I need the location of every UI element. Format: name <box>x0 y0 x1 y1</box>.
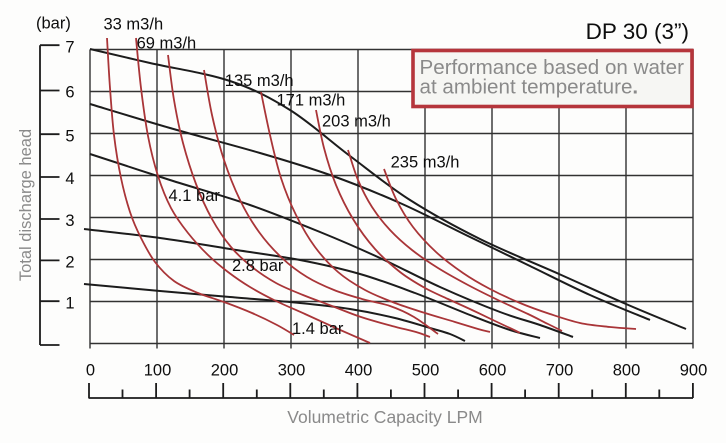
svg-text:2: 2 <box>65 254 74 272</box>
svg-text:DP 30 (3”): DP 30 (3”) <box>586 19 689 44</box>
svg-text:2.8 bar: 2.8 bar <box>232 257 284 275</box>
svg-text:203 m3/h: 203 m3/h <box>322 113 391 131</box>
svg-text:135 m3/h: 135 m3/h <box>225 72 294 90</box>
svg-text:Total discharge head: Total discharge head <box>17 129 35 281</box>
svg-text:235 m3/h: 235 m3/h <box>391 154 460 172</box>
svg-text:900: 900 <box>680 362 708 380</box>
svg-text:0: 0 <box>86 362 95 380</box>
svg-text:800: 800 <box>613 362 641 380</box>
svg-text:5: 5 <box>65 127 74 145</box>
svg-text:4: 4 <box>65 170 74 188</box>
svg-text:33 m3/h: 33 m3/h <box>104 16 164 34</box>
svg-text:at ambient temperature.: at ambient temperature. <box>420 76 639 99</box>
svg-text:171 m3/h: 171 m3/h <box>277 92 346 110</box>
svg-text:Volumetric Capacity LPM: Volumetric Capacity LPM <box>287 407 483 427</box>
svg-text:700: 700 <box>546 362 574 380</box>
svg-text:300: 300 <box>278 362 306 380</box>
svg-text:100: 100 <box>144 362 172 380</box>
svg-text:4.1 bar: 4.1 bar <box>169 187 221 205</box>
svg-text:7: 7 <box>65 38 74 56</box>
svg-text:600: 600 <box>479 362 507 380</box>
svg-text:3: 3 <box>65 212 74 230</box>
svg-text:500: 500 <box>412 362 440 380</box>
svg-text:6: 6 <box>65 84 74 102</box>
svg-text:Performance based on water: Performance based on water <box>420 56 685 79</box>
svg-text:200: 200 <box>211 362 239 380</box>
svg-text:400: 400 <box>345 362 373 380</box>
svg-text:1: 1 <box>65 294 74 312</box>
svg-text:69 m3/h: 69 m3/h <box>137 35 197 53</box>
svg-text:(bar): (bar) <box>36 15 71 33</box>
svg-text:1.4 bar: 1.4 bar <box>292 320 344 338</box>
